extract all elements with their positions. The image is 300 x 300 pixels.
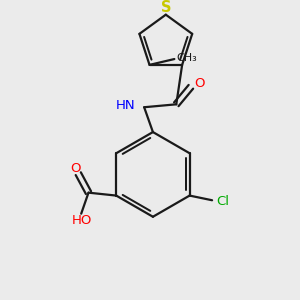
Text: CH₃: CH₃	[176, 53, 197, 64]
Text: S: S	[160, 0, 171, 15]
Text: Cl: Cl	[216, 195, 229, 208]
Text: HO: HO	[72, 214, 92, 226]
Text: O: O	[70, 162, 81, 175]
Text: O: O	[194, 77, 205, 90]
Text: HN: HN	[116, 99, 135, 112]
